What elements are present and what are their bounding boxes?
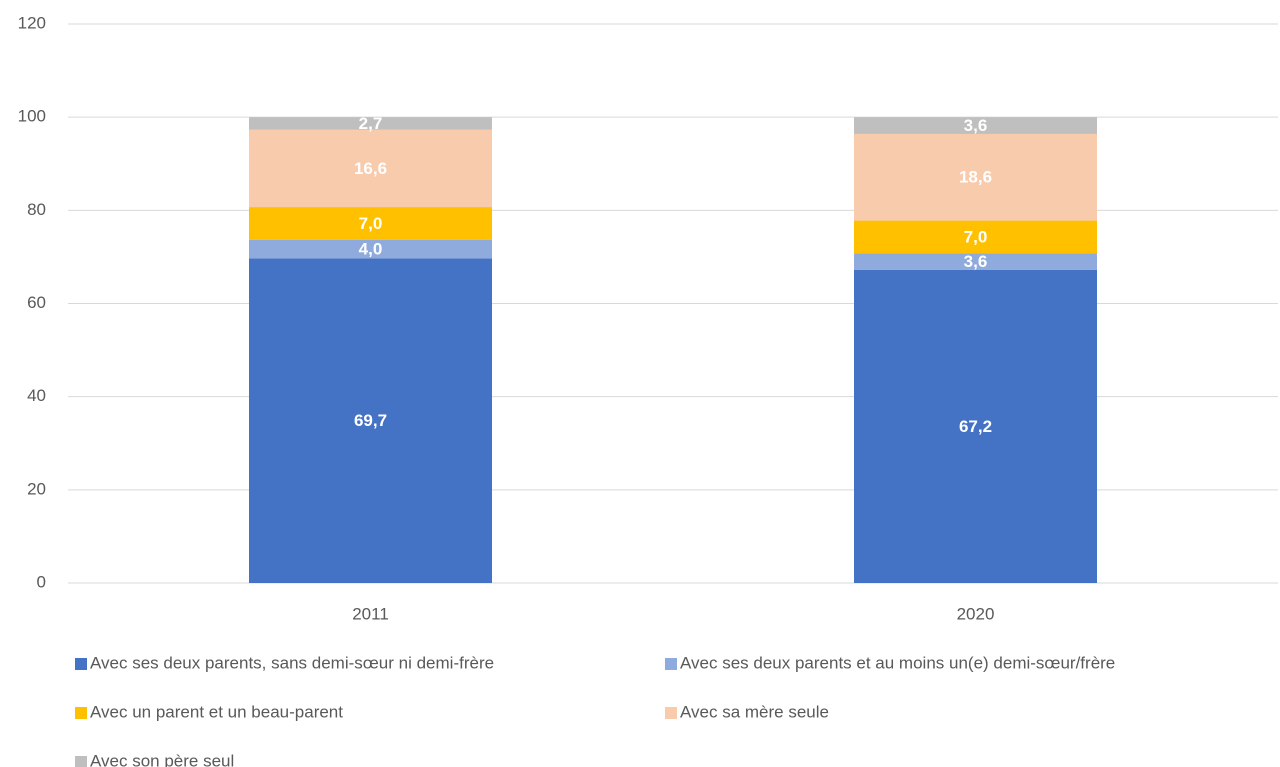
legend-label: Avec ses deux parents et au moins un(e) … — [680, 653, 1115, 672]
bar-segment — [854, 253, 1097, 270]
legend-label: Avec sa mère seule — [680, 702, 829, 721]
legend-swatch — [75, 707, 87, 719]
y-tick-label: 0 — [37, 572, 46, 591]
x-tick-label: 2011 — [352, 604, 389, 623]
data-label: 16,6 — [354, 159, 387, 178]
legend-label: Avec un parent et un beau-parent — [90, 702, 343, 721]
y-tick-label: 120 — [18, 13, 46, 32]
bar-segment — [854, 117, 1097, 134]
legend-label: Avec ses deux parents, sans demi-sœur ni… — [90, 653, 494, 672]
bar-segment — [854, 220, 1097, 254]
data-label: 4,0 — [359, 239, 383, 258]
data-label: 3,6 — [964, 252, 988, 271]
legend-label: Avec son père seul — [90, 751, 234, 767]
x-tick-label: 2020 — [957, 604, 995, 623]
data-label: 18,6 — [959, 168, 992, 187]
y-tick-label: 100 — [18, 107, 46, 126]
data-label: 2,7 — [359, 114, 383, 133]
data-label: 7,0 — [359, 214, 383, 233]
bar-segment — [249, 129, 492, 208]
y-tick-label: 40 — [27, 386, 46, 405]
bar-segment — [249, 239, 492, 259]
legend-swatch — [665, 658, 677, 670]
data-label: 7,0 — [964, 227, 988, 246]
legend-swatch — [75, 658, 87, 670]
y-tick-label: 80 — [27, 200, 46, 219]
y-tick-label: 60 — [27, 293, 46, 312]
bar-segment — [249, 258, 492, 583]
bar-segment — [249, 207, 492, 240]
data-label: 69,7 — [354, 411, 387, 430]
legend-swatch — [75, 756, 87, 767]
bar-segment — [854, 269, 1097, 583]
bar-segment — [854, 133, 1097, 221]
data-label: 3,6 — [964, 116, 988, 135]
bar-segment — [249, 117, 492, 130]
data-label: 67,2 — [959, 417, 992, 436]
legend-swatch — [665, 707, 677, 719]
y-tick-label: 20 — [27, 479, 46, 498]
